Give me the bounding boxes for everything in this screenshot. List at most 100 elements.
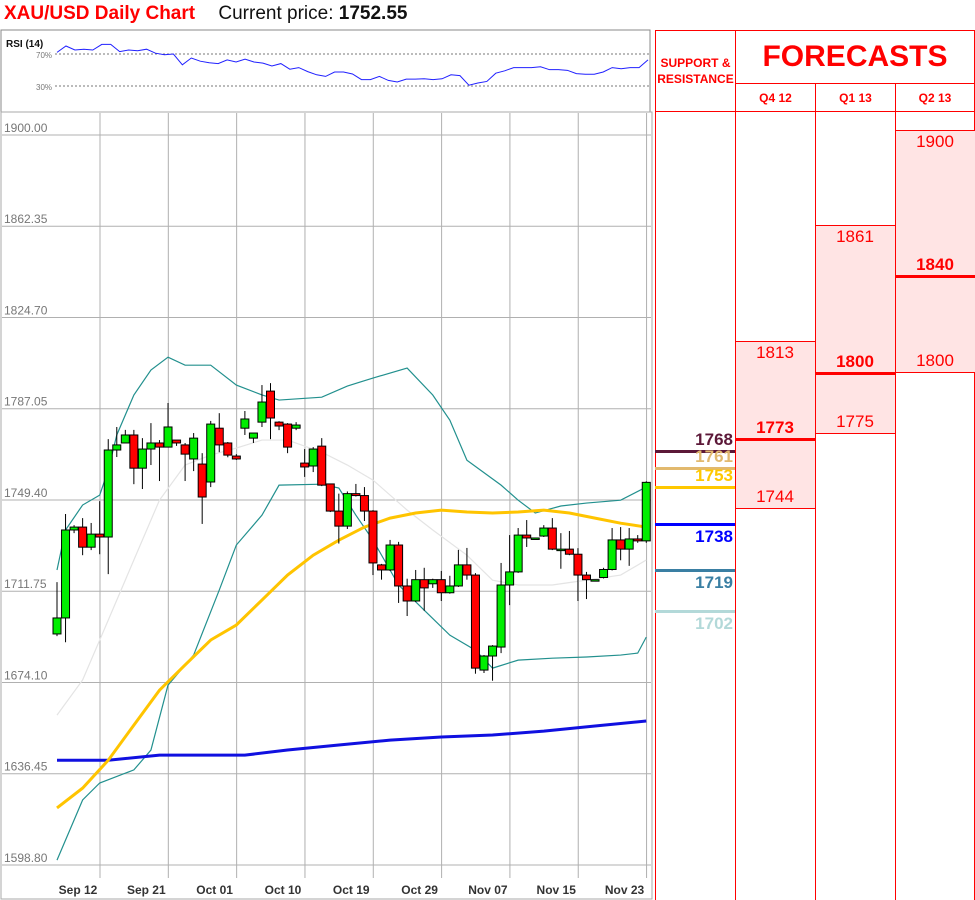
candle xyxy=(231,454,241,460)
column-divider xyxy=(735,111,736,900)
x-tick-label: Sep 21 xyxy=(127,883,166,897)
rsi-label: RSI (14) xyxy=(6,39,43,50)
candle-body xyxy=(248,432,258,439)
candle xyxy=(112,426,122,458)
candle xyxy=(394,541,404,603)
candle-body xyxy=(257,401,267,423)
candle xyxy=(547,518,557,551)
candle xyxy=(103,439,113,575)
candle xyxy=(402,578,412,617)
candle xyxy=(248,432,258,443)
candle-body xyxy=(607,539,617,570)
candle-body xyxy=(95,533,105,538)
candle xyxy=(78,518,88,556)
x-tick-label: Nov 23 xyxy=(605,883,645,897)
candle xyxy=(633,535,643,543)
sr-level-label: 1719 xyxy=(695,572,733,592)
y-tick-label: 1598.80 xyxy=(4,851,48,865)
candle xyxy=(385,539,395,571)
sr-level-label: 1761 xyxy=(695,446,733,466)
candle xyxy=(69,525,79,534)
candle-body xyxy=(633,538,643,542)
sr-level-label: 1768 xyxy=(695,429,733,449)
candle xyxy=(453,549,463,587)
rsi-70-label: 70% xyxy=(36,51,52,60)
candle-body xyxy=(496,584,506,648)
col-header-q4-12: Q4 12 xyxy=(735,83,816,112)
candle xyxy=(95,501,105,555)
bollinger-middle-line xyxy=(56,439,647,716)
candle-body xyxy=(163,426,173,448)
support-resistance-header: SUPPORT & RESISTANCE xyxy=(655,30,736,112)
forecast-high: 1861 xyxy=(836,226,874,246)
candle-body xyxy=(300,462,310,468)
candle xyxy=(129,429,139,485)
candle-body xyxy=(453,564,463,587)
sr-level-line xyxy=(655,449,735,453)
candle-body xyxy=(581,574,591,581)
chart-header: XAU/USD Daily Chart Current price: 1752.… xyxy=(4,3,407,25)
candle-body xyxy=(78,526,88,548)
y-tick-label: 1862.35 xyxy=(4,212,48,226)
candle xyxy=(283,423,293,454)
candle-body xyxy=(214,427,224,446)
candle-body xyxy=(154,442,164,448)
candle-body xyxy=(641,481,651,542)
candle xyxy=(291,422,301,431)
candle-body xyxy=(522,534,532,539)
candle xyxy=(530,537,540,540)
y-tick-label: 1636.45 xyxy=(4,760,48,774)
y-tick-label: 1674.10 xyxy=(4,668,48,682)
forecast-high: 1813 xyxy=(756,342,794,362)
candle-body xyxy=(488,645,498,657)
candle xyxy=(351,483,361,497)
candle-body xyxy=(172,439,182,444)
chart-title: XAU/USD Daily Chart xyxy=(4,3,196,24)
candle xyxy=(325,483,335,513)
candle xyxy=(180,442,190,482)
candle-body xyxy=(368,510,378,564)
candle xyxy=(206,420,216,488)
candle-body xyxy=(266,390,275,419)
candle xyxy=(52,582,62,637)
candle-body xyxy=(539,527,549,537)
candle xyxy=(300,449,310,477)
candle-body xyxy=(129,434,139,469)
candle xyxy=(120,429,130,444)
candle xyxy=(556,533,566,569)
forecast-mid-line xyxy=(816,372,895,376)
candle xyxy=(223,442,233,458)
rsi-panel xyxy=(0,29,651,114)
candle-body xyxy=(411,579,421,602)
candle xyxy=(624,528,634,566)
candle-body xyxy=(308,448,318,467)
candle xyxy=(359,487,369,522)
candle-body xyxy=(530,537,540,540)
x-tick-label: Oct 10 xyxy=(265,883,302,897)
col-header-q2-13: Q2 13 xyxy=(895,83,975,112)
candle xyxy=(146,423,156,466)
candle xyxy=(599,567,609,579)
candle xyxy=(419,567,429,611)
candle xyxy=(154,440,164,482)
candle-body xyxy=(180,444,190,455)
candle-body xyxy=(61,529,71,619)
sr-level-line xyxy=(655,568,735,572)
sr-level-label: 1702 xyxy=(695,613,733,633)
forecast-mid-line xyxy=(896,275,975,279)
candle-body xyxy=(599,568,609,578)
candle-body xyxy=(624,538,634,550)
x-tick-label: Nov 15 xyxy=(537,883,577,897)
column-divider xyxy=(655,111,656,900)
candle-body xyxy=(351,493,361,497)
candle xyxy=(539,525,549,538)
candle xyxy=(214,413,224,453)
candle xyxy=(266,383,275,440)
candle-body xyxy=(505,571,515,586)
candle xyxy=(462,547,472,580)
current-price-value: 1752.55 xyxy=(338,3,408,24)
sma50-line xyxy=(56,508,647,810)
rsi-30-label: 30% xyxy=(36,83,52,92)
candle-body xyxy=(564,548,574,555)
